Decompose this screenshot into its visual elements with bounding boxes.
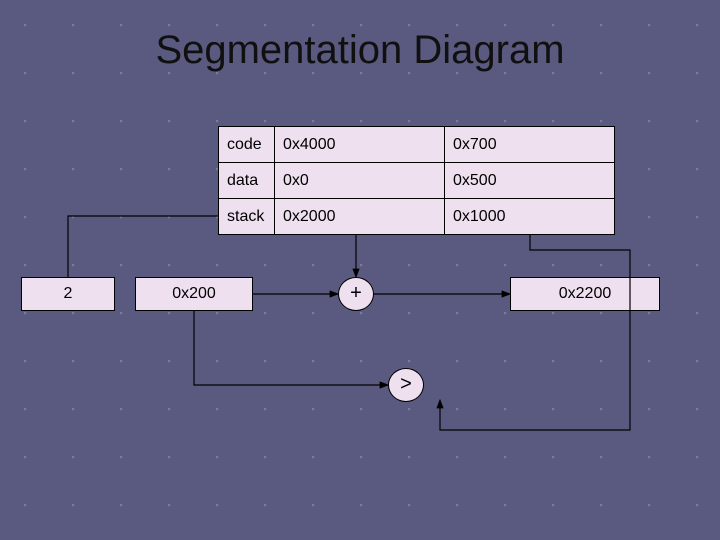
table-row: stack 0x2000 0x1000: [219, 199, 615, 235]
selector-value: 2: [21, 277, 115, 311]
comparator-node: >: [388, 368, 424, 402]
result-value: 0x2200: [510, 277, 660, 311]
connectors: [0, 0, 720, 540]
page-title: Segmentation Diagram: [0, 28, 720, 73]
row-limit: 0x700: [445, 127, 615, 163]
row-base: 0x2000: [275, 199, 445, 235]
row-label: data: [219, 163, 275, 199]
row-label: code: [219, 127, 275, 163]
row-base: 0x4000: [275, 127, 445, 163]
row-label: stack: [219, 199, 275, 235]
row-limit: 0x500: [445, 163, 615, 199]
offset-value: 0x200: [135, 277, 253, 311]
row-base: 0x0: [275, 163, 445, 199]
table-row: data 0x0 0x500: [219, 163, 615, 199]
table-row: code 0x4000 0x700: [219, 127, 615, 163]
adder-node: +: [338, 277, 374, 311]
segment-table: code 0x4000 0x700 data 0x0 0x500 stack 0…: [218, 126, 615, 235]
row-limit: 0x1000: [445, 199, 615, 235]
